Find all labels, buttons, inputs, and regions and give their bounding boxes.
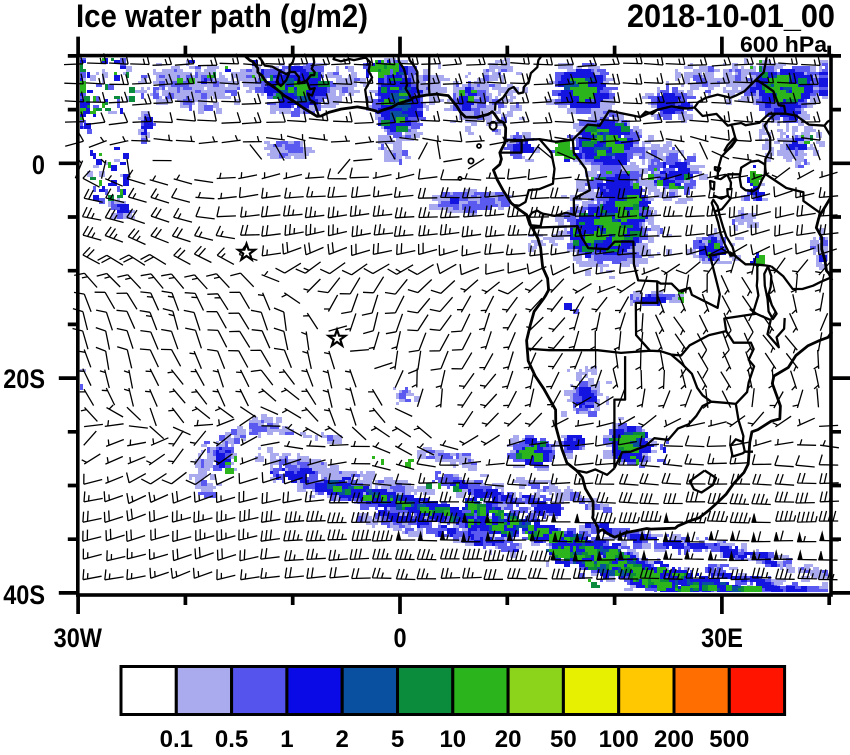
svg-text:0.5: 0.5: [215, 726, 248, 750]
svg-text:20: 20: [495, 726, 522, 750]
svg-text:20S: 20S: [3, 365, 45, 395]
svg-text:600 hPa: 600 hPa: [740, 32, 828, 57]
svg-text:5: 5: [391, 726, 404, 750]
svg-text:50: 50: [550, 726, 577, 750]
svg-text:30E: 30E: [701, 624, 743, 654]
svg-text:Ice water path (g/m2): Ice water path (g/m2): [76, 0, 368, 34]
svg-text:2: 2: [336, 726, 349, 750]
svg-text:30W: 30W: [54, 624, 102, 654]
svg-text:1: 1: [280, 726, 293, 750]
svg-text:0: 0: [32, 151, 45, 181]
svg-text:0.1: 0.1: [160, 726, 193, 750]
svg-text:200: 200: [654, 726, 694, 750]
svg-text:40S: 40S: [3, 581, 45, 611]
svg-text:10: 10: [439, 726, 466, 750]
svg-text:2018-10-01_00: 2018-10-01_00: [627, 0, 835, 34]
svg-text:100: 100: [599, 726, 639, 750]
svg-text:0: 0: [393, 624, 406, 654]
svg-text:500: 500: [709, 726, 749, 750]
